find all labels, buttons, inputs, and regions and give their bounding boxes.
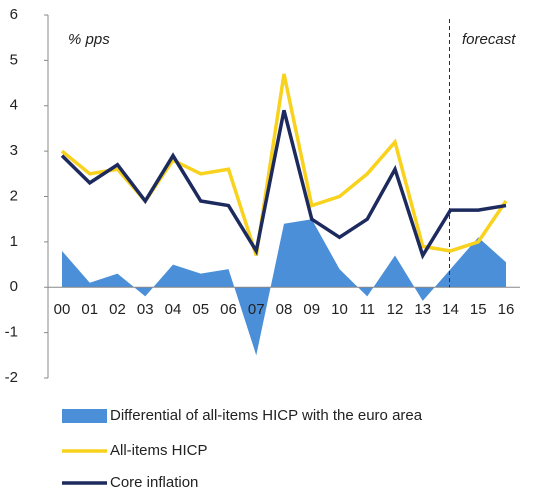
x-tick-label: 09 [303, 301, 320, 318]
x-tick-label: 12 [387, 301, 404, 318]
x-tick-label: 03 [137, 301, 154, 318]
x-tick-label: 14 [442, 301, 459, 318]
y-tick-label: 3 [10, 142, 18, 159]
y-tick-label: 1 [10, 233, 18, 250]
x-tick-label: 10 [331, 301, 348, 318]
y-tick-label: -1 [5, 324, 18, 341]
x-tick-label: 00 [54, 301, 71, 318]
y-tick-label: 6 [10, 6, 18, 23]
x-tick-label: 02 [109, 301, 126, 318]
legend-label: Differential of all-items HICP with the … [110, 407, 423, 424]
annotation-unit: % pps [68, 31, 110, 48]
y-tick-label: -2 [5, 369, 18, 386]
x-tick-label: 08 [276, 301, 293, 318]
line [60, 109, 507, 260]
x-tick-label: 06 [220, 301, 237, 318]
x-tick-label: 13 [414, 301, 431, 318]
y-tick-label: 0 [10, 278, 18, 295]
y-tick-label: 5 [10, 51, 18, 68]
x-tick-label: 05 [192, 301, 209, 318]
legend-label: Core inflation [110, 474, 198, 491]
x-tick-label: 11 [359, 301, 375, 318]
legend-label: All-items HICP [110, 442, 208, 459]
x-tick-label: 04 [165, 301, 182, 318]
y-tick-label: 4 [10, 97, 18, 114]
x-tick-label: 07 [248, 301, 265, 318]
x-tick-label: 15 [470, 301, 487, 318]
x-tick-label: 16 [498, 301, 515, 318]
annotation-forecast: forecast [462, 31, 516, 48]
legend-swatch [62, 409, 107, 423]
y-tick-label: 2 [10, 187, 18, 204]
x-tick-label: 01 [81, 301, 98, 318]
